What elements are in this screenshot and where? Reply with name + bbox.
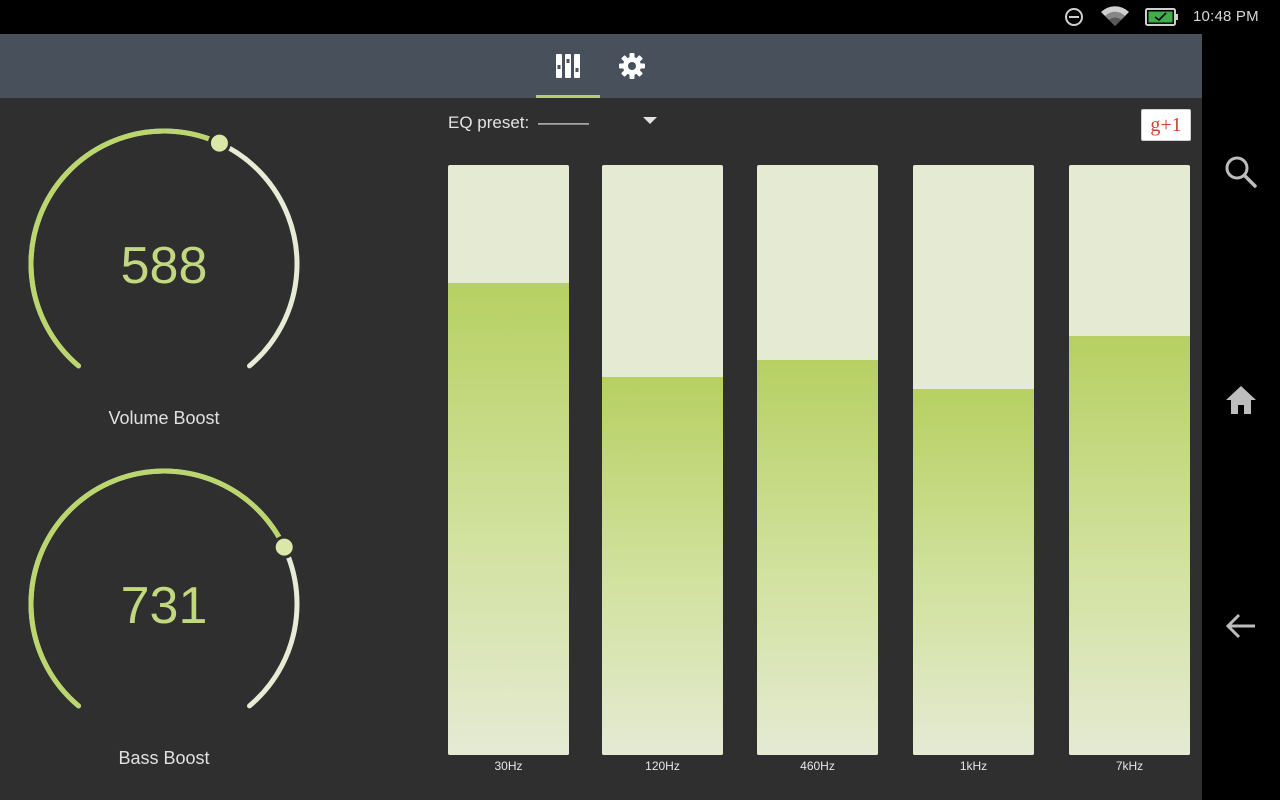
back-button[interactable] [1221, 606, 1261, 646]
eq-band-fill [602, 377, 723, 755]
selected-tab-indicator [536, 95, 600, 98]
action-bar [0, 34, 1202, 98]
eq-band[interactable]: 1kHz [913, 165, 1034, 785]
bass-boost-dial[interactable]: 731 Bass Boost [18, 458, 310, 768]
eq-band[interactable]: 460Hz [757, 165, 878, 785]
dial-knob[interactable] [272, 535, 296, 559]
eq-bands: 30Hz 120Hz 460Hz 1kHz 7kHz [448, 165, 1192, 800]
eq-band-track[interactable] [602, 165, 723, 755]
eq-preset-label: EQ preset: [448, 113, 530, 132]
home-button[interactable] [1221, 380, 1261, 420]
app-content: 588 Volume Boost 731 Bass Boost EQ prese… [0, 34, 1202, 800]
eq-band-track[interactable] [1069, 165, 1190, 755]
eq-header: EQ preset: ——— g+1 [448, 109, 1192, 143]
battery-charging-icon [1145, 8, 1178, 26]
bass-boost-value: 731 [120, 577, 208, 635]
status-clock: 10:48 PM [1193, 8, 1259, 25]
equalizer-icon [556, 54, 580, 78]
boost-dials: 588 Volume Boost 731 Bass Boost [0, 98, 330, 800]
search-icon [1225, 156, 1257, 188]
google-plus-one-button[interactable]: g+1 [1141, 109, 1191, 141]
tab-settings[interactable] [600, 34, 664, 98]
eq-band-frequency: 7kHz [1115, 759, 1144, 773]
eq-band-frequency: 460Hz [800, 759, 835, 773]
eq-band-frequency: 30Hz [494, 759, 523, 773]
dial-knob[interactable] [207, 131, 231, 155]
search-button[interactable] [1221, 152, 1261, 192]
dial-progress [28, 128, 222, 369]
eq-band-fill [757, 359, 878, 755]
volume-boost-label: Volume Boost [108, 408, 220, 428]
eq-band-track[interactable] [448, 165, 569, 755]
eq-band[interactable]: 120Hz [602, 165, 723, 785]
home-icon [1226, 386, 1256, 414]
settings-gear-icon [619, 53, 645, 79]
eq-band-frequency: 1kHz [959, 759, 988, 773]
eq-band[interactable]: 7kHz [1069, 165, 1190, 785]
wifi-icon [1101, 6, 1129, 26]
back-icon [1225, 613, 1255, 639]
do-not-disturb-icon [1065, 8, 1083, 26]
eq-band-track[interactable] [913, 165, 1034, 755]
eq-preset-dropdown[interactable]: ——— [538, 113, 589, 132]
eq-band-fill [448, 283, 569, 755]
dropdown-arrow-icon[interactable] [643, 117, 657, 124]
volume-dial-arc[interactable] [18, 118, 310, 418]
tab-equalizer[interactable] [536, 34, 600, 98]
eq-band-track[interactable] [757, 165, 878, 755]
eq-band-fill [1069, 336, 1190, 755]
status-bar: 10:48 PM [0, 0, 1280, 34]
eq-band-fill [913, 389, 1034, 755]
bass-boost-label: Bass Boost [118, 748, 210, 768]
navigation-bar [1202, 34, 1280, 800]
eq-band[interactable]: 30Hz [448, 165, 569, 785]
eq-band-frequency: 120Hz [645, 759, 680, 773]
bass-dial-arc[interactable] [18, 458, 310, 758]
volume-boost-dial[interactable]: 588 Volume Boost [18, 118, 310, 428]
volume-boost-value: 588 [120, 237, 208, 295]
dial-progress [28, 468, 287, 709]
